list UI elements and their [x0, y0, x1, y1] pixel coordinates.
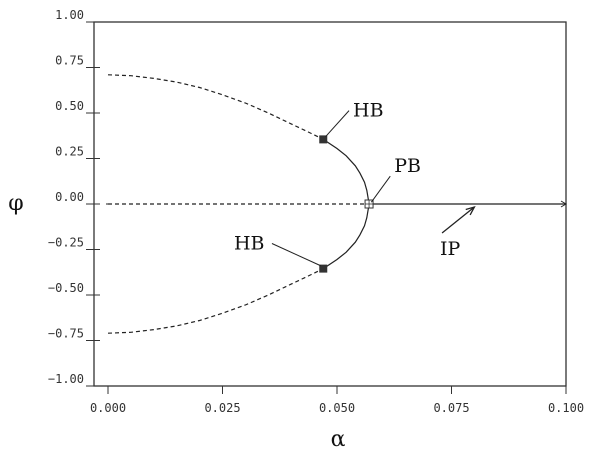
annotation-leader — [370, 175, 391, 203]
y-axis-title: φ — [8, 191, 23, 216]
y-tick-label: 0.75 — [55, 54, 84, 68]
y-tick-label: −0.25 — [48, 236, 84, 250]
annotation-pb: PB — [394, 155, 421, 177]
series-line-0 — [107, 74, 324, 140]
annotation-leader — [271, 243, 322, 267]
y-tick-label: −1.00 — [48, 372, 84, 386]
annotation-hb: HB — [353, 100, 384, 122]
annotation-leader — [325, 110, 350, 137]
x-tick-label: 0.025 — [204, 401, 240, 415]
marker-hb — [319, 135, 328, 144]
x-tick-label: 0.000 — [90, 401, 126, 415]
y-tick-label: 1.00 — [55, 8, 84, 22]
branch-end-cap-right — [560, 200, 567, 208]
x-tick-label: 0.075 — [433, 401, 469, 415]
x-axis-title: α — [331, 427, 346, 452]
x-tick-label: 0.050 — [319, 401, 355, 415]
y-tick-label: 0.50 — [55, 99, 84, 113]
x-tick-label: 0.100 — [548, 401, 584, 415]
series-line-1 — [322, 138, 370, 205]
y-tick-label: −0.50 — [48, 281, 84, 295]
annotation-arrow-head — [465, 205, 476, 216]
y-tick-label: 0.25 — [55, 145, 84, 159]
annotation-hb: HB — [234, 233, 265, 255]
marker-hb — [319, 264, 328, 273]
y-tick-label: 0.00 — [55, 190, 84, 204]
y-tick-label: −0.75 — [48, 327, 84, 341]
annotation-arrow-shaft — [441, 206, 475, 234]
annotation-ip: IP — [440, 238, 461, 260]
series-line-3 — [322, 203, 370, 270]
series-line-2 — [107, 268, 324, 334]
